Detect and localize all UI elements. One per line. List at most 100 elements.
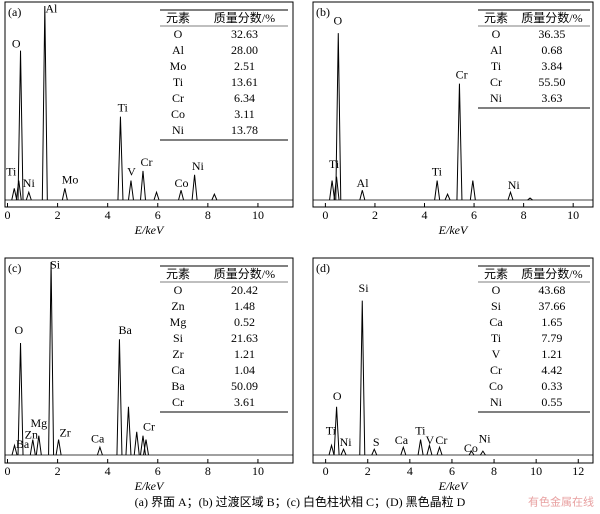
table-cell: Ba (171, 379, 185, 393)
spectrum-peak (359, 300, 366, 456)
table-header: 元素 (166, 267, 190, 281)
table-cell: Ni (490, 91, 503, 105)
peak-label: Ti (415, 424, 426, 438)
x-tick-label: 6 (471, 208, 477, 222)
x-tick-label: 8 (521, 208, 527, 222)
spectrum-peak (426, 443, 433, 456)
spectrum-peak (417, 439, 424, 456)
spectrum-peak (340, 447, 347, 456)
axes-frame (4, 1, 294, 208)
table-cell: 2.51 (234, 59, 255, 73)
table-cell: Cr (172, 91, 184, 105)
x-tick-label: 8 (205, 464, 211, 478)
x-tick-label: 10 (567, 208, 579, 222)
spectrum-peak (143, 439, 149, 456)
peak-label: Al (357, 176, 370, 190)
panel-label: (b) (316, 5, 330, 19)
x-tick-label: 0 (5, 208, 11, 222)
table-cell: Al (172, 43, 185, 57)
peak-label: Al (45, 2, 58, 16)
axes-frame (312, 257, 594, 464)
table-cell: Zn (171, 299, 184, 313)
x-tick-label: 0 (322, 208, 328, 222)
spectrum-peak (116, 339, 123, 456)
spectrum-peak (479, 450, 486, 456)
spectrum-peak (41, 5, 48, 201)
table-cell: 1.48 (234, 299, 255, 313)
spectrum-peak (436, 445, 443, 456)
table-cell: Ca (489, 315, 503, 329)
spectrum-peak (400, 445, 407, 456)
x-tick-label: 2 (55, 464, 61, 478)
spectrum-peak (178, 190, 185, 201)
table-cell: 3.11 (234, 107, 255, 121)
table-cell: Zr (172, 347, 183, 361)
axes-frame (4, 257, 294, 464)
x-axis-label: E/keV (438, 479, 469, 493)
x-tick-label: 4 (422, 208, 428, 222)
x-tick-label: 6 (155, 464, 161, 478)
spectrum-peak (17, 343, 24, 456)
spectrum-peak (11, 443, 18, 456)
peak-label: Ti (118, 101, 129, 115)
x-tick-label: 2 (372, 208, 378, 222)
peak-label: Ti (432, 165, 443, 179)
x-tick-label: 4 (407, 464, 413, 478)
x-tick-label: 6 (155, 208, 161, 222)
spectrum-peak (127, 180, 134, 201)
table-cell: Ti (491, 331, 502, 345)
peak-label: Ti (329, 157, 340, 171)
table-header: 质量分数/% (214, 10, 275, 25)
table-cell: 4.42 (541, 363, 562, 377)
spectrum-peak (371, 447, 378, 456)
spectrum-peak (117, 116, 124, 201)
watermark: 有色金属在线 (528, 495, 594, 509)
panel-label: (c) (8, 261, 21, 275)
table-cell: Ni (172, 123, 185, 137)
table-header: 元素 (484, 267, 508, 281)
peak-label: Cr (456, 68, 468, 82)
x-axis-label: E/keV (134, 223, 165, 237)
table-cell: Co (489, 379, 503, 393)
x-tick-label: 0 (5, 464, 11, 478)
table-cell: 3.63 (541, 91, 562, 105)
table-cell: O (174, 27, 183, 41)
peak-label: Cr (143, 420, 155, 434)
x-axis-label: E/keV (134, 479, 165, 493)
spectrum-peak (359, 190, 366, 201)
table-cell: Ni (490, 395, 503, 409)
spectrum-peak (29, 439, 36, 456)
table-cell: Ca (171, 363, 185, 377)
table-header: 元素 (484, 11, 508, 25)
peak-label: Ca (91, 431, 105, 445)
peak-label: Ba (119, 323, 133, 337)
table-cell: 32.63 (231, 27, 258, 41)
peak-label: Zn (25, 427, 38, 441)
peak-label: Ti (6, 165, 17, 179)
spectrum-peak (61, 188, 68, 201)
table-cell: 1.21 (541, 347, 562, 361)
x-tick-label: 12 (572, 464, 584, 478)
spectrum-peak (335, 33, 342, 201)
spectrum-peak (456, 83, 463, 201)
x-tick-label: 6 (449, 464, 455, 478)
table-cell: 13.78 (231, 123, 258, 137)
table-cell: 20.42 (231, 283, 258, 297)
spectrum-peak (333, 406, 340, 456)
table-cell: Cr (490, 363, 502, 377)
table-cell: Ti (173, 75, 184, 89)
spectrum-peak (133, 431, 140, 456)
table-cell: Cr (172, 395, 184, 409)
spectrum-peak (211, 192, 218, 201)
spectrum-peak (55, 439, 62, 456)
peak-label: Ca (395, 433, 409, 447)
spectrum-peak (48, 261, 55, 456)
spectrum-peak (444, 192, 451, 201)
x-tick-label: 10 (530, 464, 542, 478)
table-cell: Si (173, 331, 184, 345)
table-cell: 0.68 (541, 43, 562, 57)
spectrum-peak (153, 190, 160, 201)
peak-label: O (333, 389, 342, 403)
x-tick-label: 4 (105, 464, 111, 478)
